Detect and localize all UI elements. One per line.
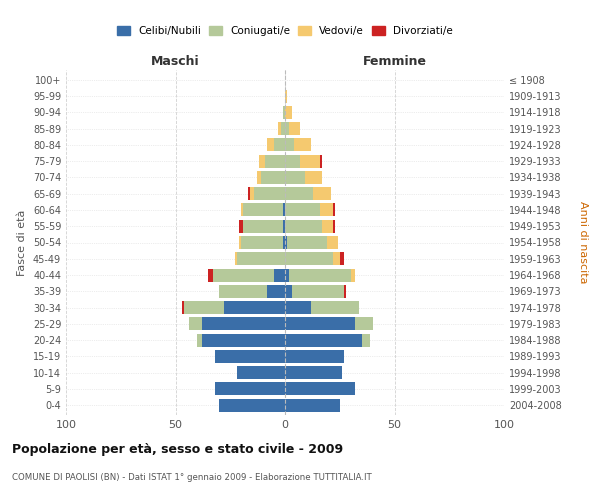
Bar xyxy=(274,138,285,151)
Bar xyxy=(237,252,285,266)
Bar xyxy=(213,268,274,281)
Bar xyxy=(265,154,285,168)
Bar xyxy=(285,285,292,298)
Bar xyxy=(283,236,285,249)
Bar xyxy=(355,318,373,330)
Text: Femmine: Femmine xyxy=(362,54,427,68)
Bar xyxy=(184,301,224,314)
Bar xyxy=(320,204,333,216)
Bar xyxy=(285,236,287,249)
Bar xyxy=(268,138,274,151)
Bar xyxy=(254,187,285,200)
Bar xyxy=(340,252,344,266)
Bar xyxy=(268,285,285,298)
Bar xyxy=(333,252,340,266)
Bar xyxy=(215,382,285,396)
Bar xyxy=(281,122,285,135)
Bar xyxy=(285,318,355,330)
Bar xyxy=(362,334,370,346)
Bar xyxy=(285,106,292,119)
Bar xyxy=(261,171,285,184)
Text: Popolazione per età, sesso e stato civile - 2009: Popolazione per età, sesso e stato civil… xyxy=(12,442,343,456)
Bar xyxy=(285,138,294,151)
Bar xyxy=(250,187,254,200)
Y-axis label: Anni di nascita: Anni di nascita xyxy=(578,201,588,284)
Bar xyxy=(333,220,335,232)
Bar xyxy=(333,204,335,216)
Bar xyxy=(215,350,285,363)
Text: Maschi: Maschi xyxy=(151,54,200,68)
Bar xyxy=(285,187,313,200)
Bar xyxy=(244,204,283,216)
Bar xyxy=(283,106,285,119)
Bar xyxy=(285,268,289,281)
Bar xyxy=(292,285,344,298)
Bar xyxy=(285,252,333,266)
Bar xyxy=(259,154,265,168)
Bar xyxy=(202,318,285,330)
Bar xyxy=(241,204,244,216)
Bar xyxy=(285,398,340,411)
Bar xyxy=(182,301,184,314)
Bar xyxy=(289,122,301,135)
Bar xyxy=(285,122,289,135)
Bar xyxy=(285,220,322,232)
Bar xyxy=(350,268,355,281)
Bar xyxy=(278,122,281,135)
Bar xyxy=(311,301,359,314)
Bar xyxy=(257,171,261,184)
Bar xyxy=(285,382,355,396)
Bar xyxy=(313,187,331,200)
Bar xyxy=(320,154,322,168)
Bar xyxy=(285,301,311,314)
Bar xyxy=(283,220,285,232)
Bar xyxy=(301,154,320,168)
Bar xyxy=(224,301,285,314)
Bar xyxy=(285,204,320,216)
Legend: Celibi/Nubili, Coniugati/e, Vedovi/e, Divorziati/e: Celibi/Nubili, Coniugati/e, Vedovi/e, Di… xyxy=(113,22,457,40)
Bar xyxy=(197,334,202,346)
Bar xyxy=(285,171,305,184)
Bar xyxy=(244,220,283,232)
Bar xyxy=(208,268,213,281)
Bar xyxy=(239,220,244,232)
Bar xyxy=(235,252,237,266)
Bar xyxy=(326,236,338,249)
Bar xyxy=(283,204,285,216)
Bar xyxy=(248,187,250,200)
Bar xyxy=(220,285,268,298)
Bar xyxy=(285,350,344,363)
Bar xyxy=(239,236,241,249)
Bar xyxy=(287,236,326,249)
Bar xyxy=(289,268,350,281)
Bar xyxy=(285,366,342,379)
Bar xyxy=(285,334,362,346)
Bar xyxy=(344,285,346,298)
Bar xyxy=(188,318,202,330)
Bar xyxy=(294,138,311,151)
Bar xyxy=(237,366,285,379)
Text: COMUNE DI PAOLISI (BN) - Dati ISTAT 1° gennaio 2009 - Elaborazione TUTTITALIA.IT: COMUNE DI PAOLISI (BN) - Dati ISTAT 1° g… xyxy=(12,472,372,482)
Y-axis label: Fasce di età: Fasce di età xyxy=(17,210,27,276)
Bar xyxy=(305,171,322,184)
Bar xyxy=(274,268,285,281)
Bar xyxy=(202,334,285,346)
Bar xyxy=(285,154,301,168)
Bar xyxy=(322,220,333,232)
Bar xyxy=(285,90,287,102)
Bar xyxy=(241,236,283,249)
Bar xyxy=(220,398,285,411)
